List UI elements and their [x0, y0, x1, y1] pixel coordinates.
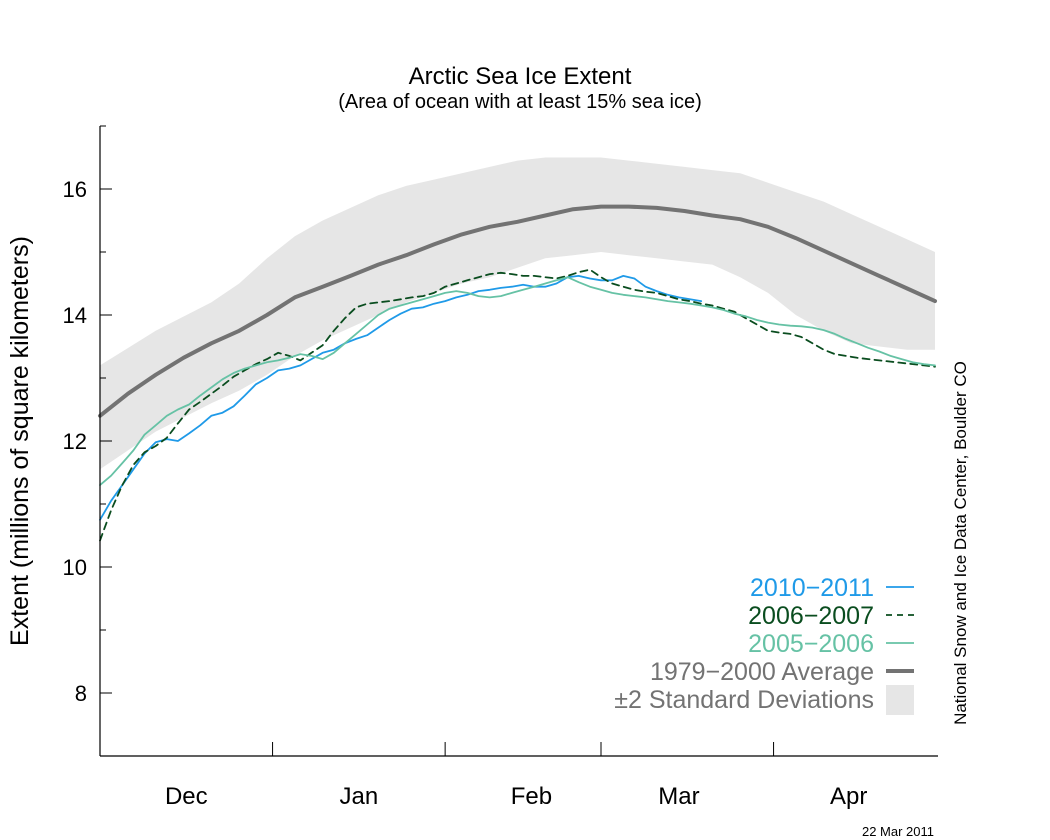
legend-label: 2006−2007 [748, 602, 874, 630]
chart-subtitle: (Area of ocean with at least 15% sea ice… [338, 91, 702, 113]
legend-label: 1979−2000 Average [650, 658, 874, 686]
chart-title: Arctic Sea Ice Extent [409, 63, 632, 90]
series-layer [98, 204, 937, 542]
y-tick-label: 8 [75, 681, 87, 706]
x-tick-label: Dec [165, 783, 208, 810]
legend-label: 2005−2006 [748, 630, 874, 658]
tick-layer: 8 10 12 14 16 Dec Jan Feb Mar Apr [63, 125, 867, 810]
y-tick-label: 12 [63, 429, 87, 454]
source-credit: National Snow and Ice Data Center, Bould… [951, 361, 970, 725]
series-line-1979-2000-average [98, 204, 937, 418]
x-tick-label: Jan [339, 783, 378, 810]
x-tick-label: Feb [511, 783, 552, 810]
y-tick-label: 14 [63, 303, 87, 328]
y-tick-label: 10 [63, 555, 87, 580]
std-band [100, 157, 935, 470]
series-line-2005-2006 [99, 276, 936, 486]
x-tick-label: Mar [658, 783, 699, 810]
std-band-layer [100, 157, 935, 470]
legend-label: 2010−2011 [750, 574, 874, 602]
chart-date: 22 Mar 2011 [862, 824, 934, 839]
series-line-2010-2011 [99, 275, 703, 521]
y-tick-label: 16 [63, 177, 87, 202]
series-line-2006-2007 [99, 268, 936, 542]
legend-swatch [886, 685, 914, 715]
legend-label: ±2 Standard Deviations [614, 686, 874, 714]
y-axis-label: Extent (millions of square kilometers) [6, 236, 34, 646]
x-tick-label: Apr [830, 783, 867, 810]
